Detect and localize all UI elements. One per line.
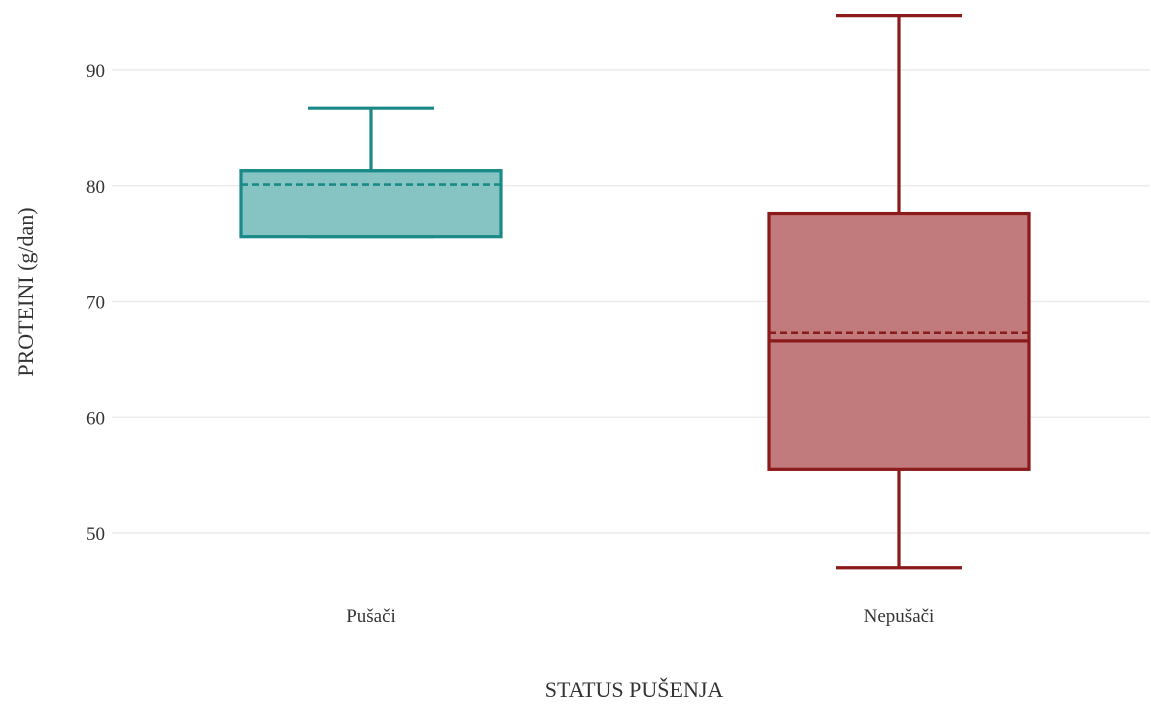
y-axis-title: PROTEINI (g/dan) <box>13 207 38 376</box>
box-1 <box>239 106 503 239</box>
y-tick-label-70: 70 <box>86 293 105 314</box>
box-body <box>239 169 503 239</box>
y-tick-label-90: 90 <box>86 61 105 82</box>
boxes <box>239 13 1031 570</box>
box-2 <box>767 13 1031 570</box>
x-axis-title: STATUS PUŠENJA <box>545 677 724 702</box>
y-axis-ticks: 50 60 70 80 90 <box>86 61 105 545</box>
x-tick-label-1: Pušači <box>346 606 396 627</box>
y-tick-label-50: 50 <box>86 524 105 545</box>
y-tick-label-80: 80 <box>86 177 105 198</box>
x-tick-label-2: Nepušači <box>864 606 935 627</box>
y-tick-label-60: 60 <box>86 408 105 429</box>
x-axis-ticks: Pušači Nepušači <box>346 606 934 627</box>
